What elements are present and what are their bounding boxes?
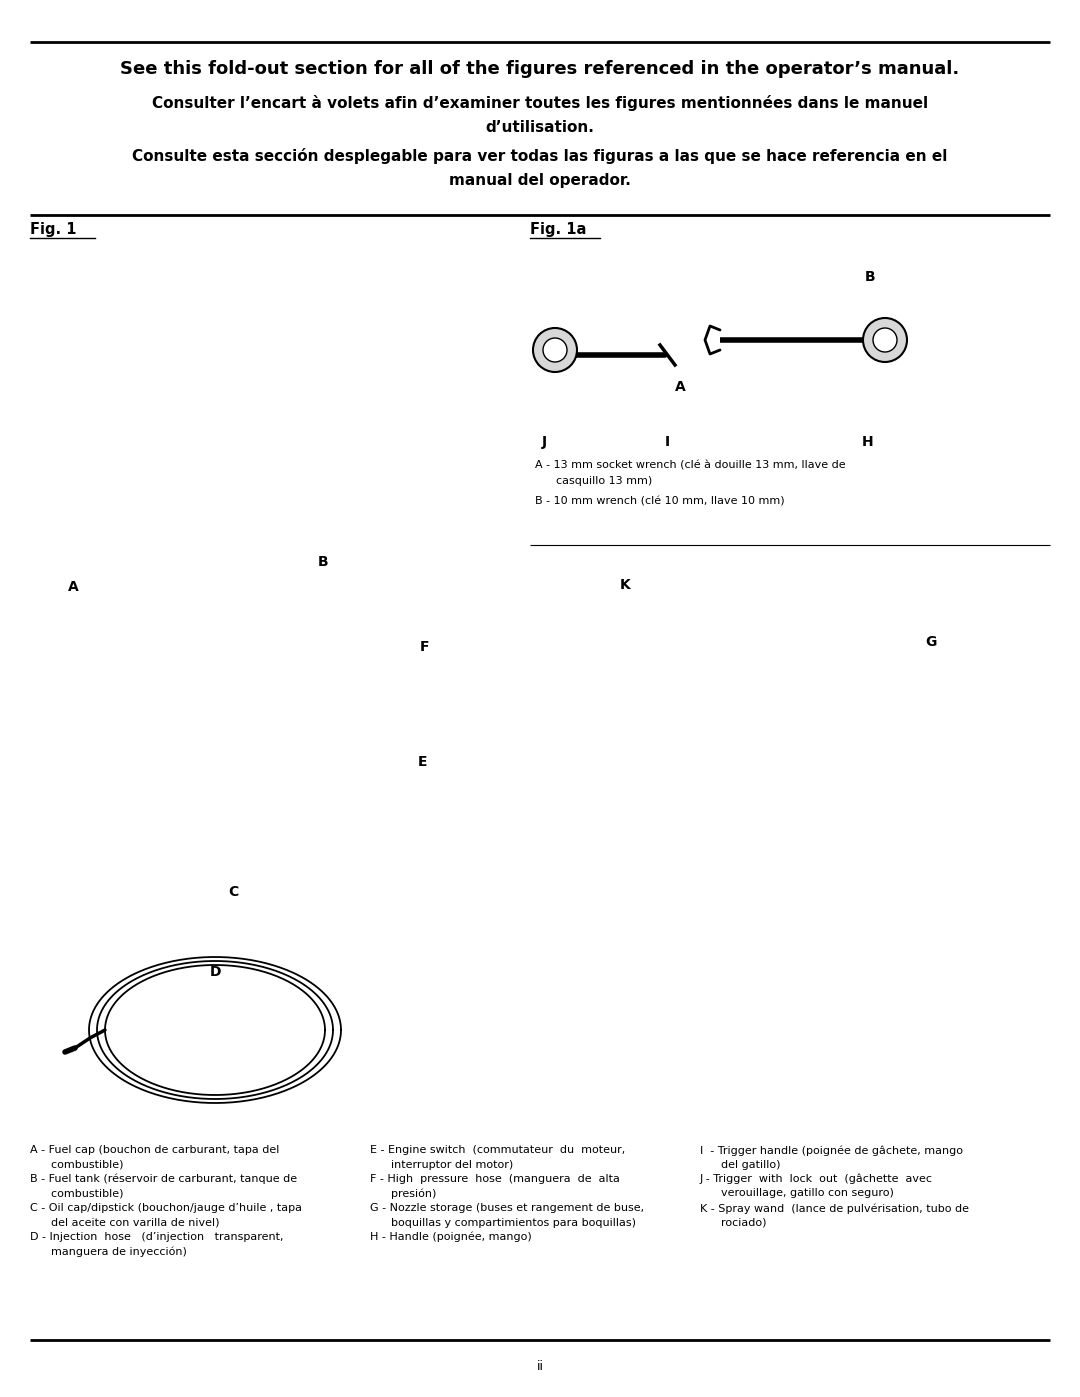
Circle shape (543, 338, 567, 362)
Text: D: D (210, 965, 221, 979)
Text: F - High  pressure  hose  (manguera  de  alta: F - High pressure hose (manguera de alta (370, 1173, 620, 1185)
Text: presión): presión) (370, 1189, 436, 1199)
Text: combustible): combustible) (30, 1189, 123, 1199)
Text: See this fold-out section for all of the figures referenced in the operator’s ma: See this fold-out section for all of the… (120, 60, 960, 78)
Text: G - Nozzle storage (buses et rangement de buse,: G - Nozzle storage (buses et rangement d… (370, 1203, 644, 1213)
Text: A - Fuel cap (bouchon de carburant, tapa del: A - Fuel cap (bouchon de carburant, tapa… (30, 1146, 280, 1155)
Text: Fig. 1a: Fig. 1a (530, 222, 586, 237)
Text: E - Engine switch  (commutateur  du  moteur,: E - Engine switch (commutateur du moteur… (370, 1146, 625, 1155)
Circle shape (534, 328, 577, 372)
Circle shape (873, 328, 897, 352)
Text: A - 13 mm socket wrench (clé à douille 13 mm, llave de: A - 13 mm socket wrench (clé à douille 1… (535, 460, 846, 469)
Text: Fig. 1: Fig. 1 (30, 222, 77, 237)
Text: del aceite con varilla de nivel): del aceite con varilla de nivel) (30, 1218, 219, 1228)
Text: verouillage, gatillo con seguro): verouillage, gatillo con seguro) (700, 1189, 894, 1199)
Text: combustible): combustible) (30, 1160, 123, 1169)
Text: B - 10 mm wrench (clé 10 mm, llave 10 mm): B - 10 mm wrench (clé 10 mm, llave 10 mm… (535, 496, 785, 506)
Text: I: I (665, 434, 670, 448)
Text: C - Oil cap/dipstick (bouchon/jauge d’huile , tapa: C - Oil cap/dipstick (bouchon/jauge d’hu… (30, 1203, 302, 1213)
Text: A: A (675, 380, 686, 394)
Text: boquillas y compartimientos para boquillas): boquillas y compartimientos para boquill… (370, 1218, 636, 1228)
Text: casquillo 13 mm): casquillo 13 mm) (535, 476, 652, 486)
Text: rociado): rociado) (700, 1218, 767, 1228)
Text: d’utilisation.: d’utilisation. (486, 120, 594, 136)
Text: B: B (865, 270, 875, 284)
Text: J: J (542, 434, 548, 448)
Text: ii: ii (537, 1361, 543, 1373)
Text: J - Trigger  with  lock  out  (gâchette  avec: J - Trigger with lock out (gâchette avec (700, 1173, 933, 1185)
Text: D - Injection  hose   (d’injection   transparent,: D - Injection hose (d’injection transpar… (30, 1232, 283, 1242)
Text: G: G (924, 636, 936, 650)
Text: H: H (862, 434, 874, 448)
Circle shape (863, 319, 907, 362)
Text: Consulte esta sección desplegable para ver todas las figuras a las que se hace r: Consulte esta sección desplegable para v… (133, 148, 947, 163)
Text: del gatillo): del gatillo) (700, 1160, 781, 1169)
Text: E: E (418, 754, 428, 768)
Text: K - Spray wand  (lance de pulvérisation, tubo de: K - Spray wand (lance de pulvérisation, … (700, 1203, 969, 1214)
Text: K: K (620, 578, 631, 592)
Text: B - Fuel tank (réservoir de carburant, tanque de: B - Fuel tank (réservoir de carburant, t… (30, 1173, 297, 1185)
Text: manguera de inyección): manguera de inyección) (30, 1246, 187, 1257)
Text: manual del operador.: manual del operador. (449, 173, 631, 189)
Text: F: F (420, 640, 430, 654)
Text: B: B (318, 555, 328, 569)
Text: interruptor del motor): interruptor del motor) (370, 1160, 513, 1169)
Text: I  - Trigger handle (poignée de gâchete, mango: I - Trigger handle (poignée de gâchete, … (700, 1146, 963, 1155)
Text: H - Handle (poignée, mango): H - Handle (poignée, mango) (370, 1232, 531, 1242)
Text: Consulter l’encart à volets afin d’examiner toutes les figures mentionnées dans : Consulter l’encart à volets afin d’exami… (152, 95, 928, 110)
Text: A: A (68, 580, 79, 594)
Text: C: C (228, 886, 239, 900)
